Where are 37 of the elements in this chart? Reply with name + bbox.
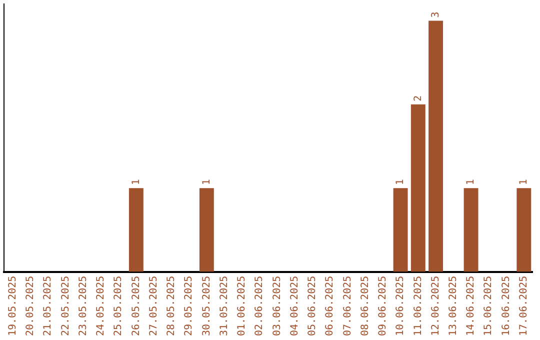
- x-tick-label: 31.05.2025: [218, 276, 230, 336]
- data-label: 1: [201, 179, 212, 186]
- x-tick-label: 10.06.2025: [395, 276, 406, 336]
- x-tick-label: 26.05.2025: [130, 276, 142, 336]
- x-tick-label: 20.05.2025: [25, 276, 36, 336]
- data-label: 2: [412, 95, 424, 102]
- x-tick-label: 30.05.2025: [201, 276, 212, 336]
- x-tick-label: 09.06.2025: [378, 276, 389, 336]
- x-tick-label: 28.05.2025: [166, 276, 178, 336]
- data-label: 1: [395, 179, 406, 186]
- x-tick-label: 12.06.2025: [430, 276, 442, 336]
- x-tick-label: 03.06.2025: [272, 276, 283, 336]
- x-tick-label: 14.06.2025: [466, 276, 477, 336]
- x-tick-label: 16.06.2025: [500, 276, 512, 336]
- x-tick-label: 22.05.2025: [60, 276, 72, 336]
- x-tick-label: 17.06.2025: [518, 276, 530, 336]
- x-tick-label: 06.06.2025: [324, 276, 336, 336]
- x-tick-label: 29.05.2025: [184, 276, 195, 336]
- x-tick-label: 27.05.2025: [148, 276, 160, 336]
- x-tick-label: 25.05.2025: [113, 276, 124, 336]
- data-label: 3: [430, 12, 442, 18]
- x-tick-label: 01.06.2025: [236, 276, 248, 336]
- x-tick-label: 04.06.2025: [289, 276, 300, 336]
- x-tick-label: 19.05.2025: [7, 276, 18, 336]
- x-tick-label: 15.06.2025: [483, 276, 494, 336]
- x-tick-label: 23.05.2025: [78, 276, 89, 336]
- x-tick-label: 24.05.2025: [96, 276, 107, 336]
- x-tick-label: 07.06.2025: [342, 276, 354, 336]
- x-tick-label: 08.06.2025: [360, 276, 371, 336]
- x-tick-label: 05.06.2025: [307, 276, 318, 336]
- data-label: 1: [130, 179, 142, 186]
- x-tick-label: 13.06.2025: [448, 276, 459, 336]
- x-tick-label: 11.06.2025: [412, 276, 424, 336]
- data-label: 1: [466, 179, 477, 186]
- data-label: 1: [518, 179, 530, 186]
- x-tick-label: 02.06.2025: [254, 276, 266, 336]
- x-tick-label: 21.05.2025: [42, 276, 54, 336]
